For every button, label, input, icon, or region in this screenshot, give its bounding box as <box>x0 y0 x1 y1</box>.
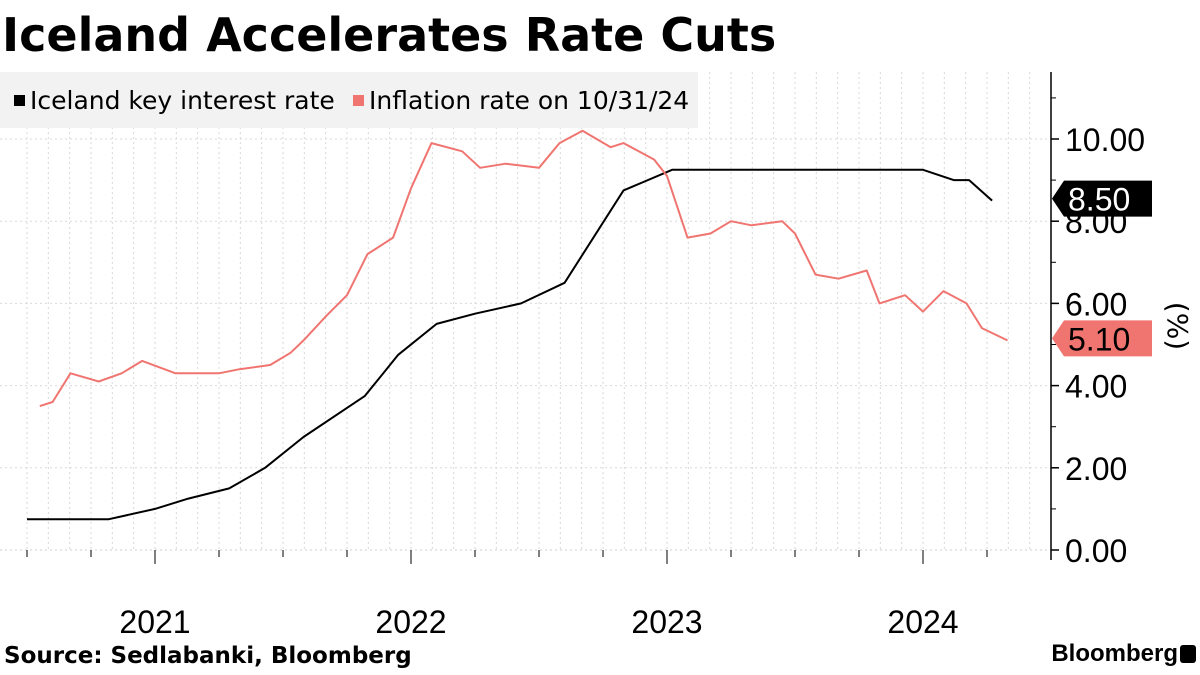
legend-swatch-inflation <box>353 95 364 106</box>
y-tick-label: 4.00 <box>1065 369 1127 405</box>
x-tick-label: 2022 <box>375 604 446 640</box>
bloomberg-logo-icon <box>1180 645 1196 663</box>
legend-background <box>0 72 698 128</box>
y-tick-label: 0.00 <box>1065 533 1127 569</box>
chart-title: Iceland Accelerates Rate Cuts <box>2 8 777 62</box>
x-tick-label: 2023 <box>631 604 702 640</box>
series-line-inflation <box>39 129 1008 408</box>
legend: Iceland key interest rate Inflation rate… <box>0 72 698 128</box>
series-layer <box>27 129 1008 521</box>
legend-label-inflation: Inflation rate on 10/31/24 <box>369 86 689 115</box>
tag-label-interest-rate: 8.50 <box>1068 182 1130 218</box>
x-tick-label: 2024 <box>887 604 958 640</box>
legend-swatch-interest-rate <box>14 95 25 106</box>
grid-layer <box>0 72 1051 551</box>
y-tick-label: 10.00 <box>1065 122 1145 158</box>
bloomberg-logo: Bloomberg <box>1051 640 1196 668</box>
tag-inflation <box>1052 320 1152 357</box>
x-axis: 2021 2022 2023 2024 <box>26 550 1052 640</box>
source-text: Source: Sedlabanki, Bloomberg <box>4 643 412 669</box>
legend-label-interest-rate: Iceland key interest rate <box>30 86 335 115</box>
last-value-tags: 8.50 5.10 <box>1052 180 1152 357</box>
tag-label-inflation: 5.10 <box>1068 321 1130 357</box>
y-axis-label: (%) <box>1161 302 1194 350</box>
y-tick-label: 6.00 <box>1065 286 1127 322</box>
brand-text: Bloomberg <box>1051 640 1178 667</box>
y-tick-label: 2.00 <box>1065 451 1127 487</box>
tag-interest-rate <box>1052 180 1152 217</box>
x-tick-label: 2021 <box>119 604 190 640</box>
series-line-interest-rate <box>27 168 993 521</box>
